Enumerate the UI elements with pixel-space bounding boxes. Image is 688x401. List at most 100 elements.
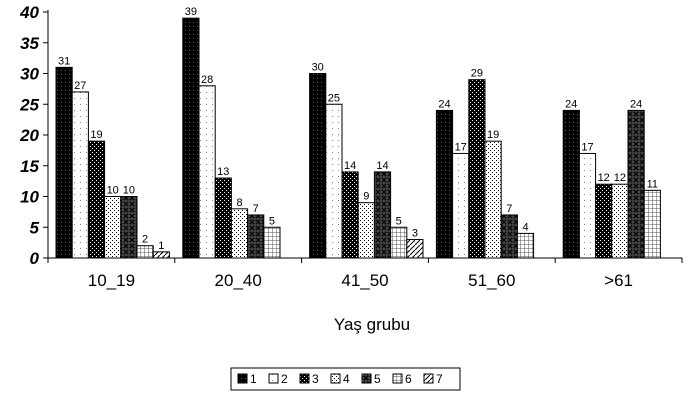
- data-label: 28: [201, 74, 213, 86]
- data-label: 2: [142, 234, 148, 246]
- data-label: 11: [647, 178, 658, 190]
- bar-series-3-10_19: [87, 140, 106, 259]
- bar-series-6-41_50: [390, 226, 408, 259]
- bar-series-2-10_19: [71, 91, 89, 259]
- data-label: 12: [598, 172, 610, 184]
- data-label: 30: [312, 62, 324, 74]
- legend-swatch-7: [423, 373, 434, 384]
- data-label: 9: [363, 191, 369, 203]
- bar-series-4-41_50: [357, 202, 375, 259]
- data-label: 24: [565, 98, 577, 110]
- data-label: 13: [217, 166, 229, 178]
- bar-series-7-41_50: [406, 239, 424, 259]
- x-tick-label: 41_50: [341, 271, 388, 290]
- y-tick-label: 25: [19, 95, 39, 114]
- legend-label-7: 7: [436, 372, 443, 386]
- bar-series-4-51_60: [484, 140, 502, 259]
- y-tick-label: 15: [20, 157, 39, 176]
- data-label: 19: [90, 129, 102, 141]
- data-label: 14: [344, 160, 356, 172]
- y-tick-label: 5: [30, 218, 40, 237]
- bar-series-4->61: [611, 183, 629, 259]
- data-label: 19: [487, 129, 499, 141]
- y-tick-label: 10: [20, 188, 39, 207]
- data-label: 3: [412, 228, 418, 240]
- bar-series-4-10_19: [104, 196, 122, 259]
- data-label: 17: [581, 141, 593, 153]
- bar-series-6->61: [643, 189, 661, 259]
- bar-series-3->61: [595, 183, 613, 259]
- legend-label-3: 3: [312, 372, 319, 386]
- legend-swatch-1: [237, 373, 248, 384]
- bar-series-1-41_50: [309, 73, 327, 259]
- bar-series-5-10_19: [120, 196, 138, 259]
- x-tick-label: 20_40: [215, 271, 262, 290]
- data-label: 25: [328, 92, 340, 104]
- legend-label-4: 4: [343, 372, 350, 386]
- data-label: 29: [471, 68, 483, 80]
- bar-series-5-41_50: [373, 171, 392, 259]
- data-label: 17: [455, 141, 467, 153]
- bar-series-1-20_40: [182, 17, 200, 259]
- legend-swatch-4: [330, 373, 341, 384]
- legend-swatch-5: [361, 373, 372, 384]
- bar-series-5-51_60: [500, 214, 518, 259]
- x-tick-label: 51_60: [468, 271, 515, 290]
- legend: 1 2 3 4 5 6 7: [230, 367, 461, 391]
- bar-series-2-41_50: [325, 103, 343, 259]
- bar-series-5->61: [627, 109, 645, 259]
- data-label: 12: [614, 172, 626, 184]
- data-label: 39: [185, 6, 197, 18]
- bar-series-6-51_60: [516, 232, 535, 259]
- data-label: 10: [123, 185, 135, 197]
- bar-series-7-10_19: [152, 251, 170, 259]
- data-label: 8: [236, 197, 242, 209]
- legend-swatch-3: [299, 373, 310, 384]
- y-tick-label: 30: [20, 65, 39, 84]
- data-label: 4: [522, 221, 528, 233]
- bar-series-1-51_60: [435, 109, 454, 259]
- bar-series-6-20_40: [263, 226, 281, 259]
- legend-swatch-2: [268, 373, 279, 384]
- data-label: 24: [438, 98, 450, 110]
- legend-label-6: 6: [405, 372, 412, 386]
- bar-series-2-51_60: [452, 152, 470, 259]
- bar-series-5-20_40: [247, 214, 265, 259]
- data-label: 24: [630, 98, 642, 110]
- data-label: 5: [396, 215, 402, 227]
- data-label: 7: [506, 203, 512, 215]
- bar-series-3-41_50: [341, 171, 359, 259]
- x-axis-title: Yaş grubu: [334, 315, 410, 334]
- data-label: 5: [269, 215, 275, 227]
- bar-series-2-20_40: [198, 85, 216, 259]
- legend-swatch-6: [392, 373, 403, 384]
- data-label: 7: [253, 203, 259, 215]
- legend-box: [230, 367, 461, 391]
- y-tick-label: 40: [19, 3, 39, 22]
- x-tick-label: 10_19: [88, 271, 135, 290]
- data-label: 14: [376, 160, 388, 172]
- bar-series-1-10_19: [55, 66, 73, 259]
- bar-series-2->61: [578, 152, 597, 259]
- legend-label-1: 1: [250, 372, 257, 386]
- data-label: 1: [158, 240, 164, 252]
- x-tick-label: >61: [604, 271, 633, 290]
- y-tick-label: 35: [20, 34, 39, 53]
- bar-series-1->61: [562, 109, 580, 259]
- y-tick-label: 20: [19, 126, 39, 145]
- data-label: 31: [58, 55, 70, 67]
- bar-series-3-51_60: [468, 79, 486, 259]
- bar-series-6-10_19: [136, 245, 154, 259]
- data-label: 10: [107, 185, 119, 197]
- legend-label-2: 2: [281, 372, 288, 386]
- y-tick-label: 0: [30, 249, 40, 268]
- bars-group: [55, 17, 661, 259]
- data-label: 27: [74, 80, 86, 92]
- bar-series-3-20_40: [214, 177, 232, 259]
- bar-series-4-20_40: [230, 208, 249, 259]
- legend-label-5: 5: [374, 372, 381, 386]
